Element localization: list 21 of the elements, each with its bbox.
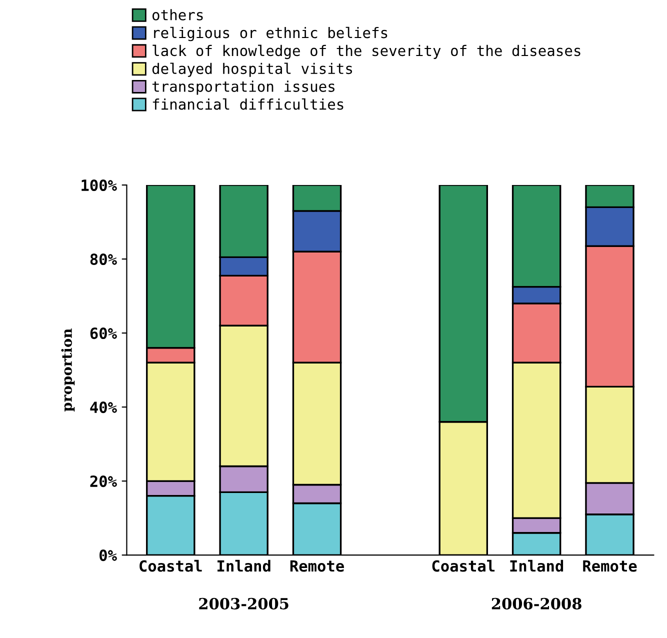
legend-label: transportation issues [152, 80, 334, 95]
y-tick-label: 0% [100, 550, 117, 562]
legend-label: others [152, 9, 203, 20]
x-tick-label: Remote [583, 560, 637, 572]
x-tick-label: Coastal [140, 560, 202, 572]
y-tick-label: 20% [90, 476, 117, 488]
y-axis-title: proportion [61, 328, 75, 412]
legend-label: religious or ethnic beliefs [154, 26, 388, 42]
y-tick-label: 80% [90, 253, 117, 266]
x-tick-label: Remote [290, 560, 344, 572]
y-tick-label: 40% [90, 402, 117, 414]
x-tick-label: Inland [218, 560, 270, 572]
legend-label: lack of knowledge of the severity of the diseases [152, 44, 580, 60]
legend-label: delayed hospital visits [152, 62, 352, 77]
y-tick-label: 100% [82, 179, 117, 192]
y-tick-label: 60% [90, 328, 117, 340]
x-tick-label: Coastal [432, 560, 495, 572]
x-tick-label: Inland [510, 560, 564, 572]
legend-label: financial difficulties [152, 98, 344, 110]
text: 2006-2008 [492, 598, 582, 610]
text: 2003-2005 [199, 598, 288, 610]
